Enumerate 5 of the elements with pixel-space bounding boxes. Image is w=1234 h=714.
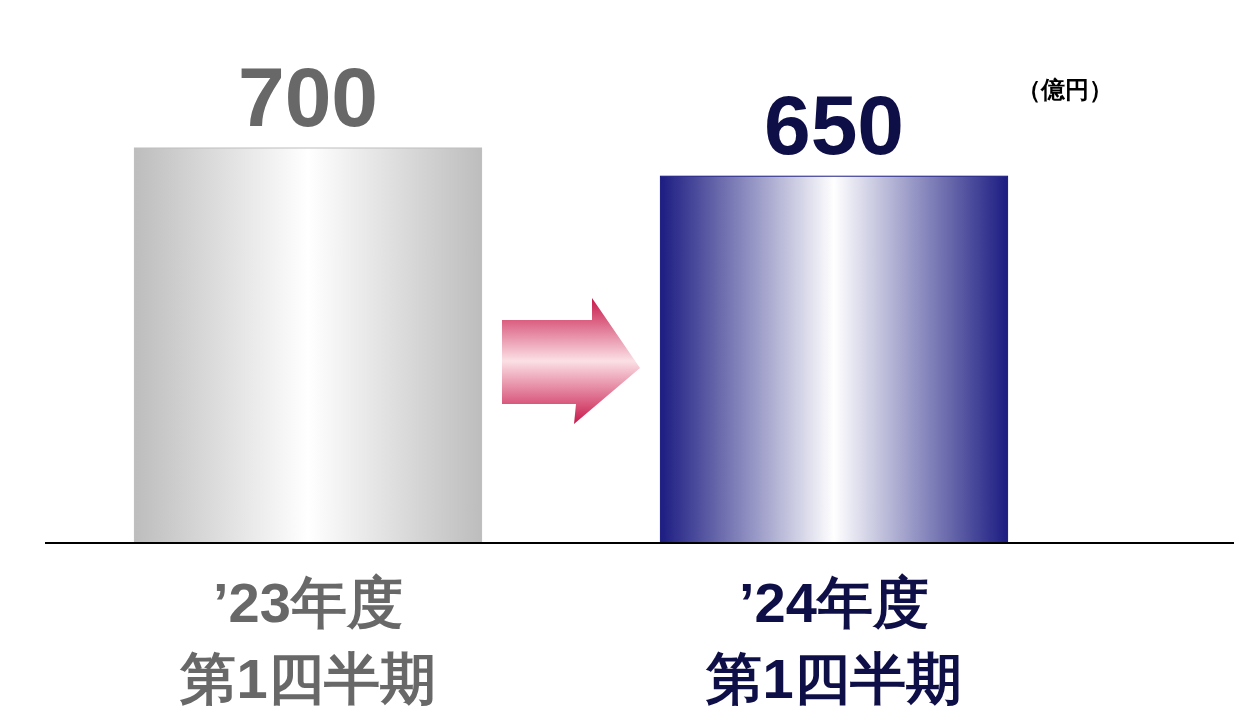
data-label: 700 (237, 50, 379, 144)
text: （億円） (1017, 76, 1113, 103)
x-tick-label: ’23年度第1四半期 (179, 571, 436, 710)
x-tick-label: ’24年度第1四半期 (705, 571, 962, 710)
data-label: 650 (763, 78, 905, 173)
